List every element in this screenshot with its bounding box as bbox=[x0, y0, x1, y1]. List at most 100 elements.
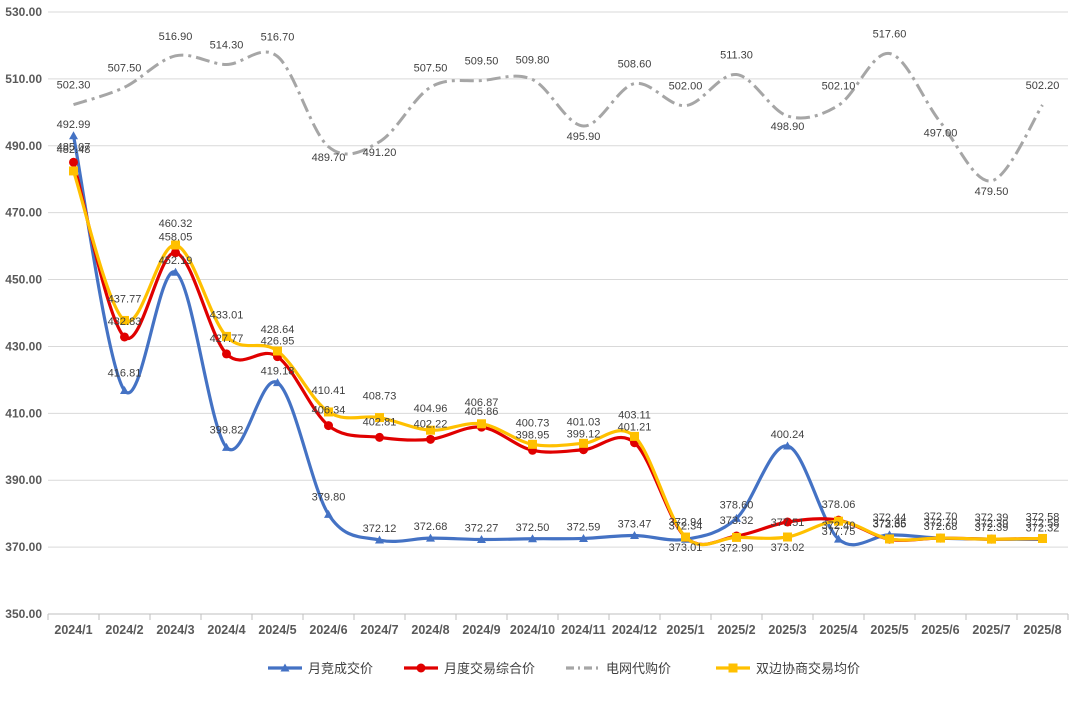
legend-label: 双边协商交易均价 bbox=[756, 661, 860, 676]
legend-marker bbox=[416, 663, 426, 673]
series-1-data-label: 406.34 bbox=[312, 405, 346, 417]
series-3-data-label: 372.58 bbox=[1026, 511, 1060, 523]
y-tick-label: 390.00 bbox=[5, 473, 42, 487]
y-tick-label: 450.00 bbox=[5, 273, 42, 287]
legend-label: 电网代购价 bbox=[606, 661, 671, 676]
series-0-data-label: 372.40 bbox=[822, 520, 856, 532]
series-3-data-label: 404.96 bbox=[414, 403, 448, 415]
series-0-marker bbox=[783, 441, 792, 450]
series-2-data-label: 509.80 bbox=[516, 55, 550, 67]
series-3-marker bbox=[732, 532, 741, 542]
series-1-data-label: 378.06 bbox=[822, 499, 856, 511]
series-3-data-label: 437.77 bbox=[108, 293, 142, 305]
series-2-data-label: 479.50 bbox=[975, 186, 1009, 198]
series-1-data-label: 432.83 bbox=[108, 316, 142, 328]
series-1-data-label: 401.21 bbox=[618, 422, 652, 434]
y-tick-label: 530.00 bbox=[5, 5, 42, 19]
series-3-marker bbox=[681, 532, 690, 542]
x-tick-label: 2024/1 bbox=[54, 623, 92, 637]
series-0-data-label: 378.60 bbox=[720, 499, 754, 511]
series-2-data-label: 511.30 bbox=[720, 50, 753, 62]
series-2-data-label: 516.70 bbox=[261, 31, 295, 43]
series-2-data-label: 509.50 bbox=[465, 56, 499, 68]
series-0-data-label: 372.68 bbox=[924, 521, 958, 533]
series-3-data-label: 373.01 bbox=[669, 542, 703, 554]
series-group bbox=[69, 50, 1047, 547]
series-3-data-label: 433.01 bbox=[210, 309, 244, 321]
series-2-data-label: 495.90 bbox=[567, 131, 601, 143]
series-0-data-label: 416.81 bbox=[108, 368, 142, 380]
series-0-data-label: 492.99 bbox=[57, 119, 91, 131]
series-2-data-label: 491.20 bbox=[363, 147, 397, 159]
series-3-data-label: 372.90 bbox=[720, 542, 754, 554]
y-axis: 350.00 370.00 390.00 410.00 430.00 450.00 470.… bbox=[5, 5, 42, 621]
legend-label: 月竞成交价 bbox=[308, 661, 373, 676]
y-tick-label: 510.00 bbox=[5, 72, 42, 86]
legend-marker bbox=[280, 663, 290, 672]
series-1-marker bbox=[426, 434, 435, 444]
series-1-data-label: 372.58 bbox=[1026, 517, 1060, 529]
series-0-data-label: 419.18 bbox=[261, 366, 295, 378]
series-3-marker bbox=[222, 331, 231, 341]
series-2-data-label: 489.70 bbox=[312, 152, 346, 164]
series-0-data-label: 372.39 bbox=[975, 522, 1009, 534]
series-1-data-label: 399.12 bbox=[567, 429, 601, 441]
series-3-data-label: 482.48 bbox=[57, 144, 91, 156]
series-1-data-label: 372.94 bbox=[669, 516, 703, 528]
series-3-marker bbox=[630, 431, 639, 441]
series-3-marker bbox=[834, 516, 843, 526]
x-tick-label: 2025/6 bbox=[921, 623, 959, 637]
series-3-marker bbox=[987, 534, 996, 544]
series-0-marker bbox=[324, 509, 333, 518]
x-tick-label: 2024/7 bbox=[360, 623, 398, 637]
x-tick-label: 2024/10 bbox=[510, 623, 555, 637]
series-1-line bbox=[71, 160, 1045, 546]
series-3-data-label: 403.11 bbox=[618, 409, 651, 421]
x-tick-label: 2024/11 bbox=[561, 623, 606, 637]
series-2-data-label: 508.60 bbox=[618, 59, 652, 71]
legend-marker bbox=[728, 663, 738, 673]
x-tick-label: 2024/12 bbox=[612, 623, 657, 637]
x-tick-label: 2025/8 bbox=[1023, 623, 1061, 637]
series-3-data-label: 460.32 bbox=[159, 218, 193, 230]
series-3-marker bbox=[885, 534, 894, 544]
series-2-data-label: 498.90 bbox=[771, 121, 805, 133]
series-1-data-label: 398.95 bbox=[516, 429, 550, 441]
series-3-marker bbox=[375, 413, 384, 423]
series-3-data-label: 428.64 bbox=[261, 324, 295, 336]
series-0-marker bbox=[477, 535, 486, 544]
series-3-line bbox=[71, 169, 1045, 547]
series-0-marker bbox=[69, 131, 78, 140]
series-3-data-label: 400.73 bbox=[516, 417, 550, 429]
series-1-data-label: 458.05 bbox=[159, 232, 193, 244]
series-0-line bbox=[71, 134, 1045, 547]
series-1-data-label: 402.81 bbox=[363, 416, 397, 428]
series-0-data-label: 372.68 bbox=[414, 521, 448, 533]
series-3-data-label: 406.87 bbox=[465, 397, 499, 409]
series-1-marker bbox=[222, 349, 231, 359]
y-tick-label: 350.00 bbox=[5, 607, 42, 621]
series-1-data-label: 373.32 bbox=[720, 515, 754, 527]
x-tick-label: 2024/8 bbox=[411, 623, 449, 637]
y-tick-label: 470.00 bbox=[5, 206, 42, 220]
series-0-marker bbox=[171, 267, 180, 276]
series-2-data-label: 502.10 bbox=[822, 80, 856, 92]
series-3-marker bbox=[528, 439, 537, 449]
series-0-data-label: 373.47 bbox=[618, 519, 652, 531]
series-1-data-label: 405.86 bbox=[465, 406, 499, 418]
series-0-data-label: 372.27 bbox=[465, 523, 499, 535]
y-tick-label: 370.00 bbox=[5, 540, 42, 554]
series-1-data-label: 427.77 bbox=[210, 333, 244, 345]
series-2-data-label: 517.60 bbox=[873, 28, 907, 40]
x-tick-label: 2024/9 bbox=[462, 623, 500, 637]
x-tick-label: 2024/3 bbox=[156, 623, 194, 637]
series-0-data-label: 379.80 bbox=[312, 491, 346, 503]
series-3-data-label: 377.75 bbox=[822, 526, 856, 538]
series-1-data-label: 426.95 bbox=[261, 336, 295, 348]
x-axis: 2024/1 2024/2 2024/3 2024/4 2024/5 2024/6 2024… bbox=[47, 614, 1069, 637]
series-2-data-label: 502.20 bbox=[1026, 80, 1060, 92]
series-3-marker bbox=[1038, 533, 1047, 543]
series-3-marker bbox=[171, 240, 180, 250]
x-tick-label: 2025/1 bbox=[666, 623, 704, 637]
